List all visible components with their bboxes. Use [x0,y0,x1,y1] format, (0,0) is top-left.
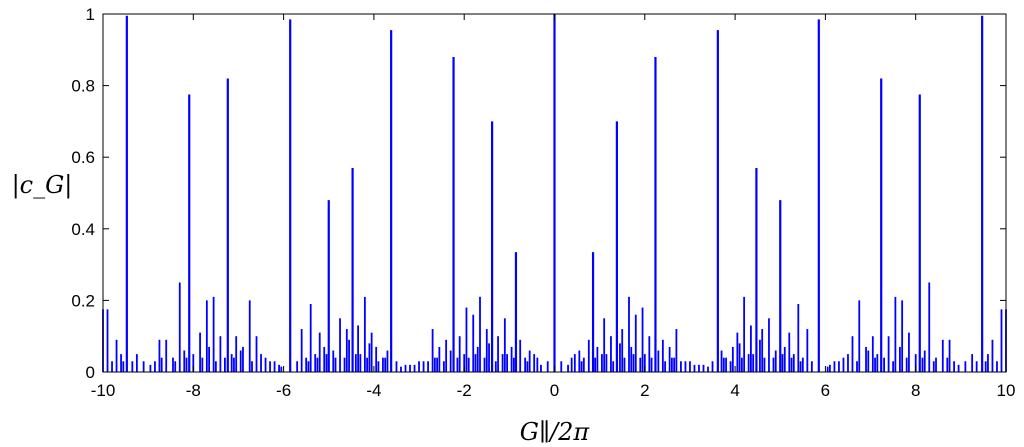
x-tick-label: 4 [730,381,739,400]
y-tick-label: 0.6 [71,148,95,167]
x-tick-label: -4 [366,381,381,400]
x-tick-label: 2 [640,381,649,400]
y-tick-label: 0 [86,363,95,382]
bar-series [102,14,1007,372]
x-tick-label: -10 [91,381,116,400]
x-tick-label: -6 [276,381,291,400]
x-tick-label: -2 [457,381,472,400]
x-tick-label: -8 [186,381,201,400]
y-tick-label: 1 [86,5,95,24]
y-axis: 0 0.2 0.4 0.6 0.8 1 [71,5,1006,382]
y-tick-label: 0.8 [71,77,95,96]
x-axis: -10 -8 -6 -4 -2 0 2 4 6 8 10 [91,14,1016,400]
x-tick-label: 0 [550,381,559,400]
x-tick-label: 10 [997,381,1016,400]
y-axis-title: |c_G| [12,171,73,200]
x-tick-label: 8 [911,381,920,400]
x-tick-label: 6 [821,381,830,400]
y-tick-label: 0.4 [71,220,95,239]
y-tick-label: 0.2 [71,291,95,310]
x-axis-title: G∥/2π [520,418,591,446]
